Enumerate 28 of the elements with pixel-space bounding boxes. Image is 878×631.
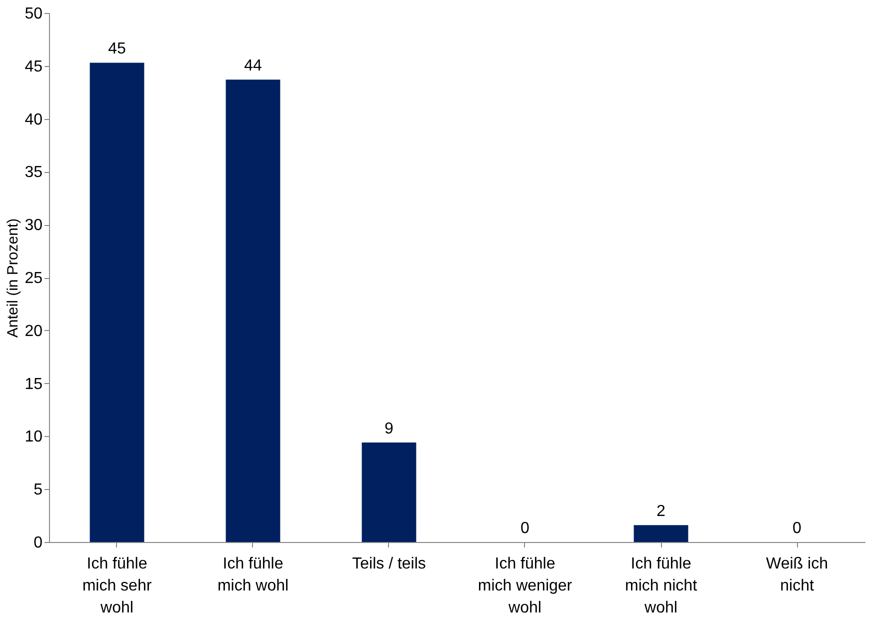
bar (362, 442, 416, 542)
x-tick-label: Teils / teils (352, 556, 426, 572)
x-tick-label: Ich fühle mich weniger wohl (478, 556, 573, 616)
y-tick-label: 35 (24, 164, 43, 182)
data-label: 0 (792, 520, 802, 537)
x-tick-label: Ich fühle mich sehr wohl (82, 556, 152, 616)
bar (90, 62, 144, 542)
data-label: 9 (384, 420, 394, 438)
x-tick-label: Ich fühle mich nicht wohl (624, 556, 698, 616)
x-tick-label: Weiß ich nicht (766, 556, 828, 594)
y-tick-label: 15 (24, 376, 43, 393)
data-label: 45 (108, 40, 126, 58)
y-tick-label: 40 (24, 111, 43, 128)
bar (226, 80, 280, 542)
y-tick-label: 10 (24, 428, 43, 446)
y-tick-label: 20 (24, 322, 43, 340)
y-axis-title: Anteil (in Prozent) (4, 218, 22, 338)
data-label: 2 (656, 503, 666, 520)
data-label: 0 (520, 520, 530, 537)
data-label: 44 (244, 58, 262, 75)
y-tick-label: 50 (24, 6, 43, 22)
y-tick-label: 5 (34, 482, 43, 499)
bar (634, 525, 688, 542)
y-tick-label: 45 (24, 58, 43, 76)
y-tick-label: 0 (34, 534, 43, 552)
y-tick-label: 25 (24, 270, 43, 287)
x-tick-label: Ich fühle mich wohl (217, 556, 289, 594)
y-tick-label: 30 (24, 217, 43, 234)
